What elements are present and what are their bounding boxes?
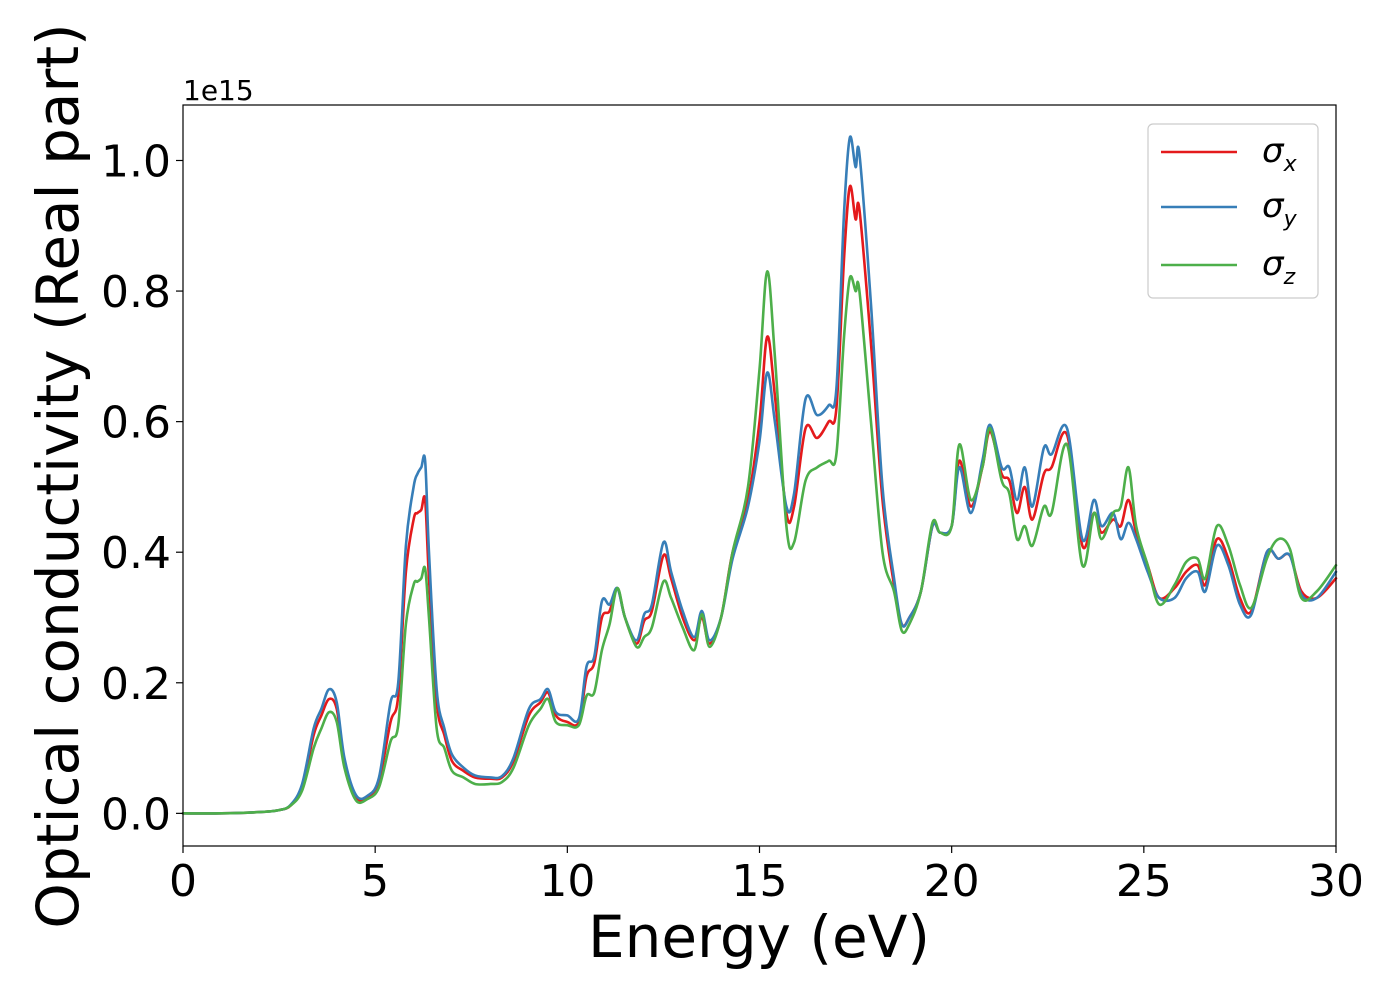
legend-subscript: y — [1283, 207, 1298, 232]
legend-label-sigma-y: σy — [1262, 186, 1298, 232]
x-tick-label: 20 — [924, 856, 980, 907]
y-tick-label: 0.0 — [101, 789, 171, 840]
series-line-sigma-z — [181, 270, 1338, 815]
y-tick-label: 0.8 — [101, 267, 171, 318]
x-tick-label: 25 — [1116, 856, 1172, 907]
series-line-sigma-x — [181, 184, 1338, 815]
x-tick-label: 15 — [732, 856, 788, 907]
x-tick-label: 0 — [169, 856, 197, 907]
legend-subscript: x — [1283, 152, 1298, 177]
x-tick-label: 10 — [539, 856, 595, 907]
y-axis-label: Optical conductivity (Real part) — [24, 23, 92, 928]
legend-symbol: σ — [1262, 244, 1285, 284]
legend-label-sigma-x: σx — [1262, 131, 1298, 177]
x-axis-label: Energy (eV) — [588, 903, 930, 971]
x-tick-label: 30 — [1308, 856, 1364, 907]
y-tick-label: 0.4 — [101, 528, 171, 579]
series-layer — [181, 135, 1338, 815]
y-offset-label: 1e15 — [183, 74, 254, 107]
legend-box — [1147, 123, 1319, 299]
y-tick-label: 0.2 — [101, 659, 171, 710]
legend-label-sigma-z: σz — [1262, 244, 1296, 290]
x-tick-label: 5 — [361, 856, 389, 907]
y-axis-ticks: 0.0 0.2 0.4 0.6 0.8 1.0 — [101, 136, 183, 840]
legend-subscript: z — [1283, 265, 1296, 290]
x-axis-ticks: 0 5 10 15 20 25 30 — [169, 846, 1364, 907]
y-tick-label: 1.0 — [101, 136, 171, 187]
y-tick-label: 0.6 — [101, 398, 171, 449]
legend-symbol: σ — [1262, 131, 1285, 171]
legend-symbol: σ — [1262, 186, 1285, 226]
